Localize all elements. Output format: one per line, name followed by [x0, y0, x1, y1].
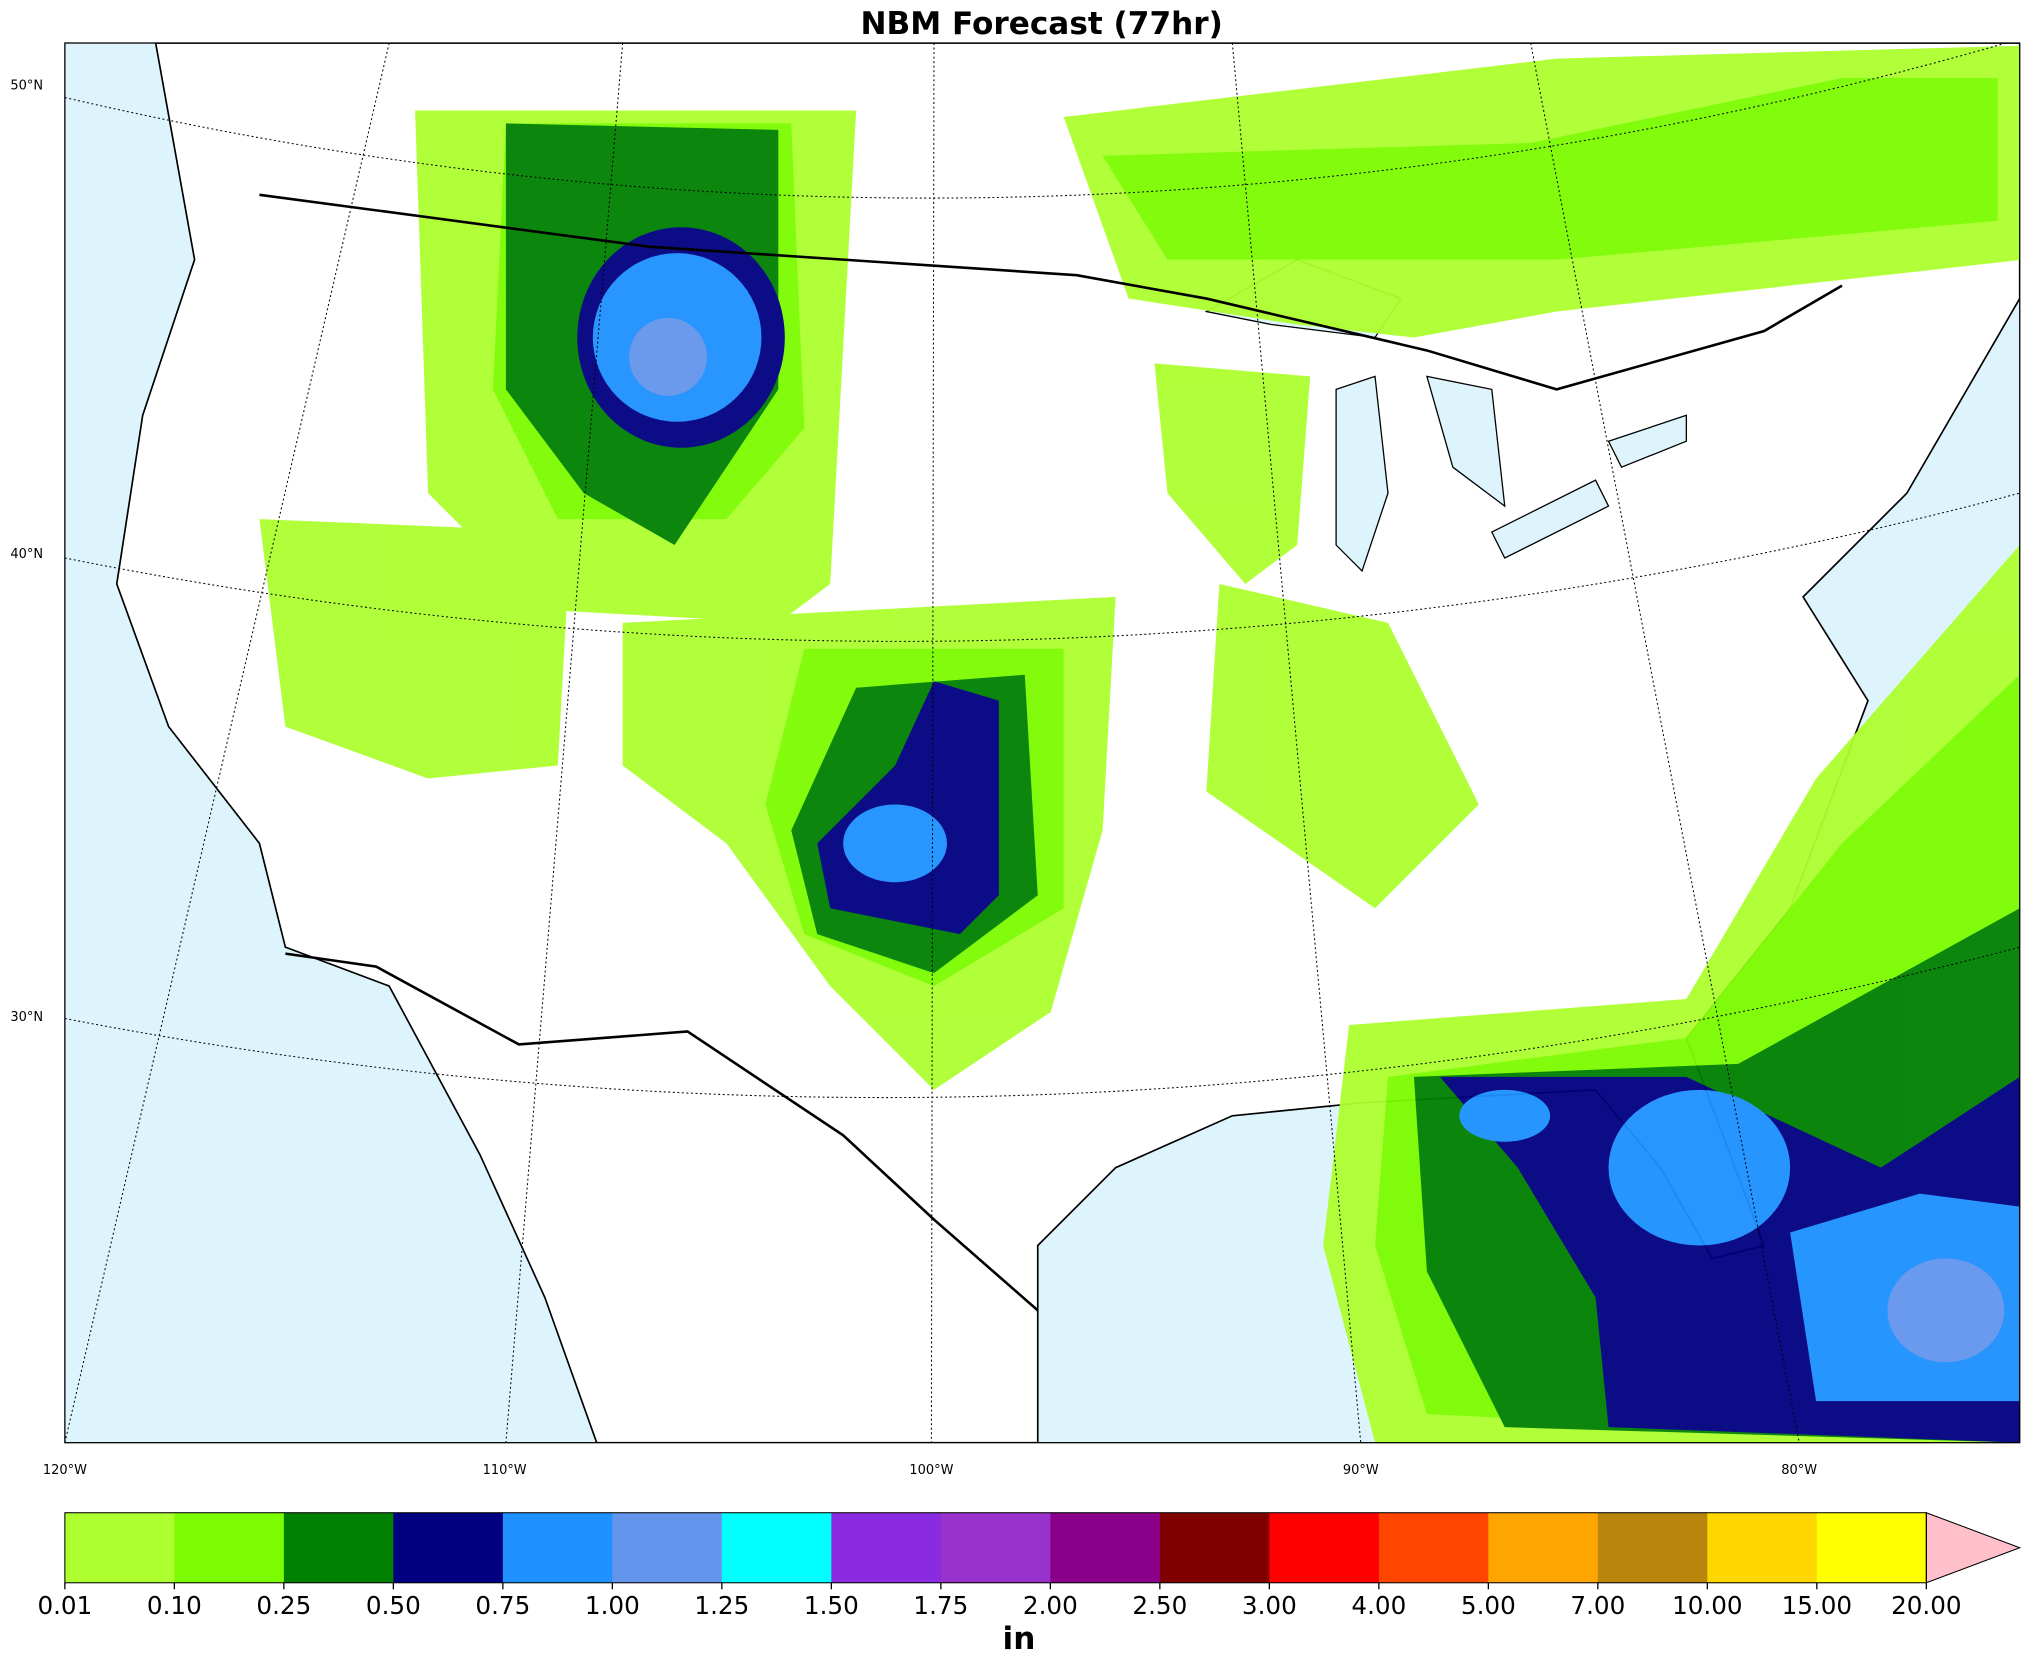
colorbar-bin [502, 1512, 614, 1583]
colorbar-tick-label: 2.50 [1132, 1591, 1187, 1620]
precipitation [259, 45, 2020, 1443]
map [64, 42, 2021, 1444]
colorbar-bin [174, 1512, 285, 1583]
colorbar-bin [1378, 1512, 1489, 1583]
colorbar-bin [1159, 1512, 1270, 1583]
colorbar-tick-label: 1.00 [585, 1591, 640, 1620]
colorbar-tick-label: 2.00 [1023, 1591, 1078, 1620]
colorbar-bin [1707, 1512, 1818, 1583]
lon-label: 120°W [43, 1463, 87, 1478]
colorbar-tick-label: 0.10 [147, 1591, 202, 1620]
colorbar-bin [831, 1512, 942, 1583]
colorbar-tick-label: 4.00 [1351, 1591, 1406, 1620]
lat-label: 50°N [10, 79, 43, 94]
colorbar-tick-label: 0.75 [475, 1591, 530, 1620]
map-frame [64, 42, 2021, 1444]
lon-label: 90°W [1343, 1463, 1379, 1478]
lon-label: 80°W [1781, 1463, 1817, 1478]
colorbar-bin [1816, 1512, 1927, 1583]
colorbar-bin [1269, 1512, 1380, 1583]
colorbar-tick-label: 0.25 [256, 1591, 311, 1620]
colorbar-tick-label: 1.50 [804, 1591, 859, 1620]
colorbar-tick-label: 0.50 [366, 1591, 421, 1620]
colorbar-tick-label: 3.00 [1242, 1591, 1297, 1620]
graticule [64, 43, 2020, 1443]
title: NBM Forecast (77hr) [860, 6, 1222, 42]
colorbar-tick-label: 10.00 [1672, 1591, 1742, 1620]
colorbar-bin [612, 1512, 723, 1583]
colorbar-unit: in [1003, 1621, 1036, 1657]
colorbar-bin [1488, 1512, 1599, 1583]
lon-label: 100°W [909, 1463, 953, 1478]
colorbar-outline [64, 1512, 1927, 1584]
colorbar-bin [721, 1512, 832, 1583]
colorbar: 0.01 0.10 0.25 0.50 0.75 1.00 1.25 1.50 1.75 2.00… [37, 1511, 2022, 1657]
colorbar-tick-label: 20.00 [1891, 1591, 1961, 1620]
colorbar-tick-label: 15.00 [1782, 1591, 1852, 1620]
colorbar-tick-label: 0.01 [37, 1591, 92, 1620]
colorbar-bin [64, 1512, 176, 1583]
lon-label: 110°W [483, 1463, 527, 1478]
lat-label: 30°N [10, 1010, 43, 1025]
lat-label: 40°N [10, 547, 43, 562]
colorbar-tick-label: 1.75 [913, 1591, 968, 1620]
colorbar-bin [283, 1512, 395, 1583]
colorbar-tick-label: 7.00 [1570, 1591, 1625, 1620]
colorbar-extend [1925, 1511, 2022, 1584]
colorbar-bin [393, 1512, 504, 1583]
colorbar-bin [940, 1512, 1051, 1583]
colorbar-tick-label: 1.25 [694, 1591, 749, 1620]
borders [259, 193, 1843, 1312]
colorbar-tick-label: 5.00 [1461, 1591, 1516, 1620]
colorbar-bin [1050, 1512, 1161, 1583]
colorbar-bin [1597, 1512, 1708, 1583]
